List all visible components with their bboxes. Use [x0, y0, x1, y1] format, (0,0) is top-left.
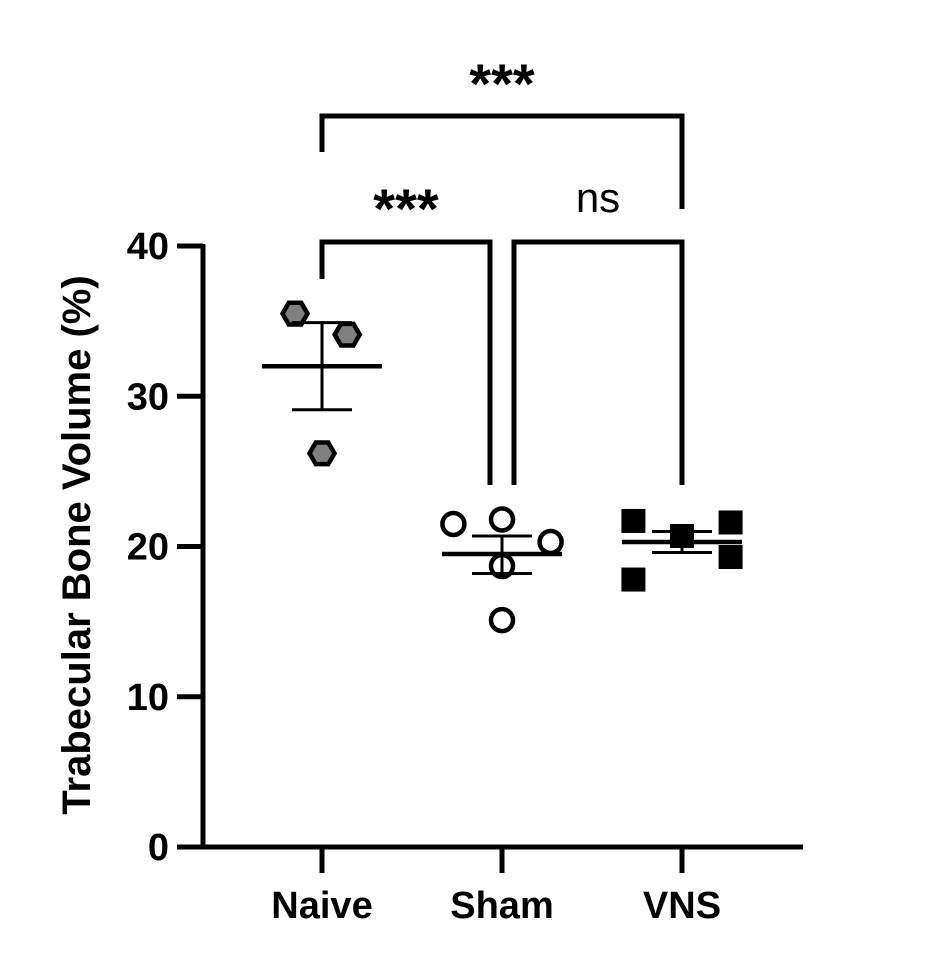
y-tick-label: 10 [127, 677, 169, 719]
x-ticks: Naive Sham VNS [271, 847, 721, 927]
data-point [718, 545, 743, 570]
data-point [488, 606, 516, 634]
y-tick-label: 0 [148, 827, 169, 869]
mean-sem-bars [262, 321, 742, 576]
data-point [279, 300, 311, 327]
x-tick-label: Sham [450, 885, 553, 927]
data-point [488, 506, 516, 533]
y-axis-label: Trabecular Bone Volume (%) [55, 275, 99, 814]
x-tick-label: Naive [271, 885, 372, 927]
significance-bracket [511, 239, 685, 485]
y-ticks: 0 10 20 30 40 [127, 226, 203, 869]
significance-bracket [319, 113, 685, 209]
y-tick-label: 40 [127, 226, 169, 268]
data-point [718, 510, 743, 535]
data-point [621, 567, 646, 592]
significance-label: *** [373, 177, 439, 240]
significance-label: *** [469, 52, 535, 115]
y-tick-label: 20 [127, 527, 169, 569]
significance-label: ns [576, 174, 620, 221]
y-tick-label: 30 [127, 376, 169, 418]
data-point [537, 528, 564, 556]
data-point [440, 510, 467, 538]
data-point [621, 508, 646, 533]
significance-bracket [319, 239, 493, 485]
significance-brackets: *** ns *** [319, 52, 685, 485]
x-tick-label: VNS [643, 885, 721, 927]
data-point [306, 440, 338, 467]
data-point [332, 321, 363, 348]
